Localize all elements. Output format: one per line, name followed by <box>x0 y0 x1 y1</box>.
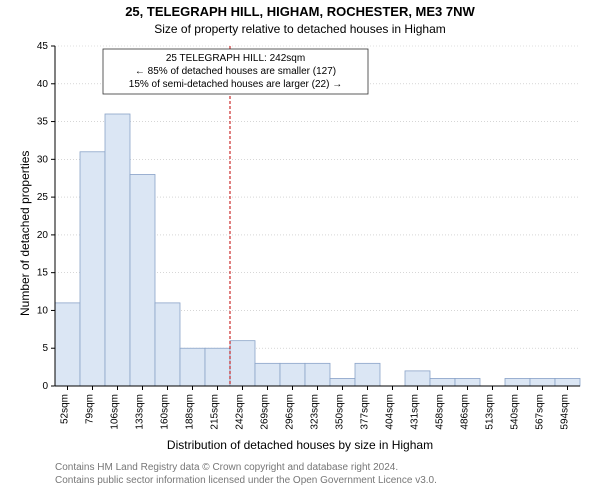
histogram-bar <box>305 363 330 386</box>
y-axis-label: Number of detached properties <box>18 151 32 316</box>
y-tick-label: 35 <box>37 117 49 128</box>
histogram-bar <box>55 303 80 386</box>
histogram-bar <box>205 348 230 386</box>
x-tick-label: 513sqm <box>485 394 496 430</box>
histogram-bar <box>80 152 105 386</box>
x-tick-label: 377sqm <box>360 394 371 430</box>
x-tick-label: 323sqm <box>310 394 321 430</box>
x-tick-label: 486sqm <box>460 394 471 430</box>
x-tick-label: 404sqm <box>385 394 396 430</box>
histogram-bar <box>230 341 255 386</box>
x-tick-label: 540sqm <box>510 394 521 430</box>
x-tick-label: 52sqm <box>60 394 71 424</box>
histogram-bar <box>255 363 280 386</box>
y-tick-label: 5 <box>42 343 48 354</box>
x-tick-label: 188sqm <box>185 394 196 430</box>
x-tick-label: 242sqm <box>235 394 246 430</box>
x-tick-label: 160sqm <box>160 394 171 430</box>
histogram-bar <box>505 378 530 386</box>
y-tick-label: 15 <box>37 268 49 279</box>
plot-area: 0 5 10 15 20 25 30 35 40 45 52sqm 79sqm 106sqm 133sqm… <box>0 0 600 500</box>
histogram-bar <box>130 174 155 386</box>
x-tick-label: 567sqm <box>535 394 546 430</box>
annotation-line: 15% of semi-detached houses are larger (… <box>129 79 342 90</box>
x-tick-label: 133sqm <box>135 394 146 430</box>
credits-text: Contains HM Land Registry data © Crown c… <box>55 462 600 487</box>
histogram-bar <box>555 378 580 386</box>
histogram-bar <box>430 378 455 386</box>
x-tick-label: 594sqm <box>560 394 571 430</box>
x-tick-label: 296sqm <box>285 394 296 430</box>
y-tick-label: 0 <box>42 381 48 392</box>
y-tick-label: 45 <box>37 41 49 52</box>
histogram-bar <box>455 378 480 386</box>
x-tick-label: 431sqm <box>410 394 421 430</box>
y-tick-label: 10 <box>37 305 49 316</box>
histogram-bar <box>355 363 380 386</box>
histogram-bar <box>330 378 355 386</box>
histogram-bar <box>530 378 555 386</box>
x-tick-label: 269sqm <box>260 394 271 430</box>
histogram-bar <box>280 363 305 386</box>
histogram-bar <box>105 114 130 386</box>
y-tick-label: 20 <box>37 230 49 241</box>
x-axis-label: Distribution of detached houses by size … <box>0 438 600 452</box>
x-tick-label: 458sqm <box>435 394 446 430</box>
y-tick-label: 30 <box>37 154 49 165</box>
histogram-bar <box>180 348 205 386</box>
x-tick-label: 79sqm <box>85 394 96 424</box>
y-tick-label: 25 <box>37 192 49 203</box>
y-tick-label: 40 <box>37 79 49 90</box>
x-tick-label: 106sqm <box>110 394 121 430</box>
x-tick-label: 215sqm <box>210 394 221 430</box>
annotation-line: ← 85% of detached houses are smaller (12… <box>135 66 336 77</box>
histogram-bar <box>155 303 180 386</box>
annotation-line: 25 TELEGRAPH HILL: 242sqm <box>166 53 305 64</box>
property-size-chart: 25, TELEGRAPH HILL, HIGHAM, ROCHESTER, M… <box>0 0 600 500</box>
histogram-bar <box>405 371 430 386</box>
x-tick-label: 350sqm <box>335 394 346 430</box>
